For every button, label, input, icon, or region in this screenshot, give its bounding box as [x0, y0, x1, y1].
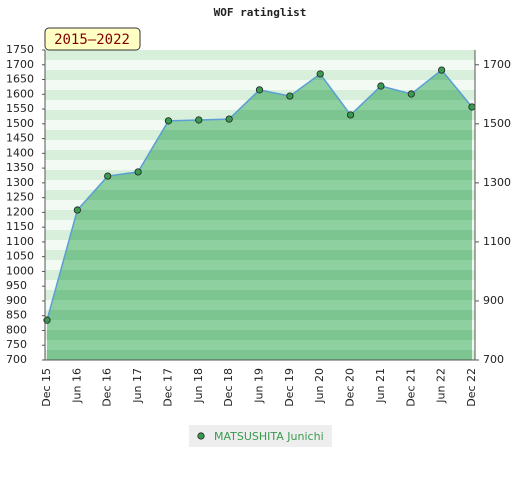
y-tick-label: 1500: [6, 117, 34, 130]
y-tick-label: 950: [6, 279, 27, 292]
area: [47, 70, 472, 361]
marker: [195, 116, 203, 124]
y-tick-label: 1150: [6, 220, 34, 233]
x-tick-label: Jun 20: [313, 368, 326, 404]
x-tick-label: Dec 15: [40, 368, 53, 407]
marker: [104, 172, 112, 180]
marker: [407, 90, 415, 98]
y-tick-label: 1450: [6, 132, 34, 145]
y-tick-label: 750: [6, 338, 27, 351]
y-tick-label: 1000: [6, 264, 34, 277]
y-tick-label: 1100: [6, 235, 34, 248]
x-tick-label: Jun 19: [253, 368, 266, 404]
x-tick-label: Jun 21: [374, 368, 387, 404]
y-tick-label: 700: [6, 353, 27, 366]
badge-box: [44, 27, 141, 51]
marker: [438, 66, 446, 74]
x-tick-label: Dec 22: [465, 368, 478, 407]
marker: [286, 92, 294, 100]
x-tick-label: Dec 17: [161, 368, 174, 407]
y2-tick-label: 1100: [483, 235, 511, 248]
legend-label: MATSUSHITA Junichi: [214, 430, 324, 443]
marker: [225, 115, 233, 123]
y-tick-label: 1700: [6, 58, 34, 71]
y-tick-label: 1350: [6, 161, 34, 174]
marker: [468, 103, 476, 111]
x-tick-label: Jun 22: [435, 368, 448, 404]
x-tick-label: Jun 16: [70, 368, 83, 404]
y-tick-label: 1400: [6, 146, 34, 159]
y-tick-label: 1550: [6, 102, 34, 115]
x-tick-label: Dec 18: [222, 368, 235, 407]
y-tick-label: 1250: [6, 191, 34, 204]
y-tick-label: 800: [6, 323, 27, 336]
x-tick-label: Dec 19: [283, 368, 296, 407]
marker: [134, 168, 142, 176]
y-tick-label: 900: [6, 294, 27, 307]
x-tick-label: Jun 18: [192, 368, 205, 404]
x-tick-label: Dec 16: [101, 368, 114, 407]
badge: 2015–2022: [54, 32, 130, 48]
y-tick-label: 1600: [6, 87, 34, 100]
y-tick-label: 1300: [6, 176, 34, 189]
y-tick-label: 850: [6, 309, 27, 322]
y-tick-label: 1050: [6, 250, 34, 263]
marker: [346, 111, 355, 119]
x-tick-label: Dec 21: [404, 368, 417, 407]
y2-tick-label: 1300: [483, 176, 511, 189]
y2-tick-label: 1700: [483, 58, 511, 71]
marker: [316, 70, 324, 78]
legend-box: [189, 425, 332, 447]
y2-tick-label: 700: [483, 353, 504, 366]
marker: [73, 206, 81, 214]
marker: [377, 82, 385, 90]
chart-title: WOF ratinglist: [214, 6, 307, 19]
y2-tick-label: 1500: [483, 117, 511, 130]
y-tick-label: 1650: [6, 73, 34, 86]
y-tick-label: 1750: [6, 43, 34, 56]
marker: [164, 117, 173, 125]
y-tick-label: 1200: [6, 205, 34, 218]
y2-tick-label: 900: [483, 294, 504, 307]
marker: [255, 86, 264, 94]
legend-marker: [197, 432, 205, 440]
x-tick-label: Jun 17: [131, 368, 144, 404]
x-tick-label: Dec 20: [344, 368, 357, 407]
